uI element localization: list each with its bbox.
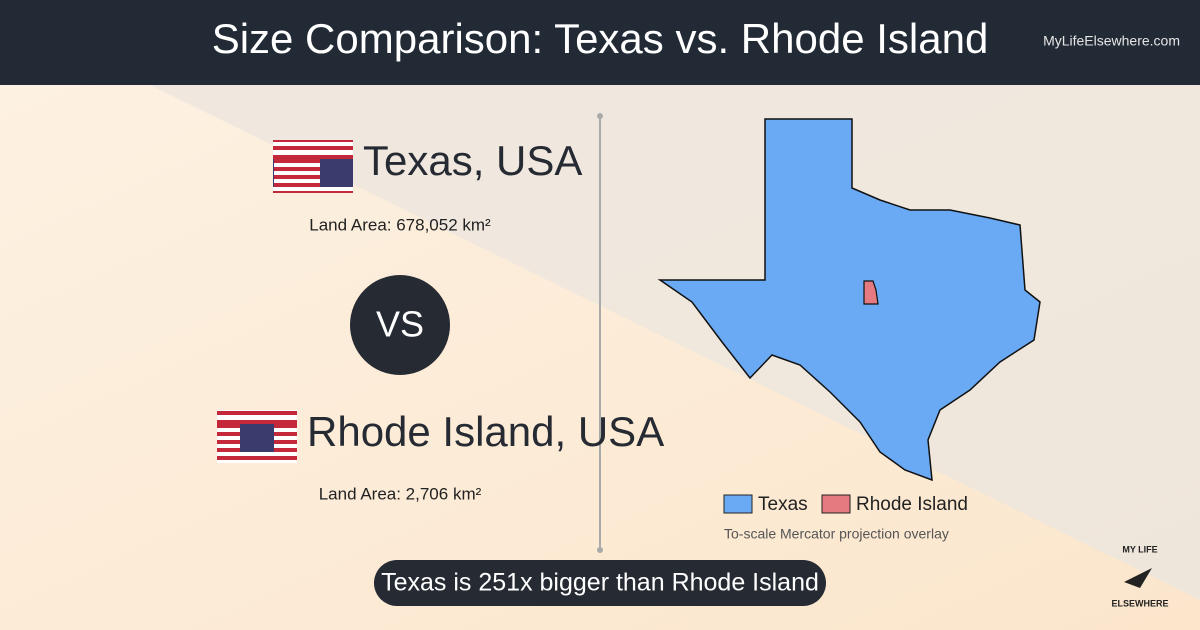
summary-pill (374, 560, 826, 606)
place-name: Texas, USA (363, 137, 582, 184)
logo-text: MY LIFE (1122, 544, 1157, 554)
summary: Texas is 251x bigger than Rhode Island (381, 569, 819, 597)
map-note: To-scale Mercator projection overlay (724, 526, 949, 542)
vs-text: VS (376, 304, 424, 345)
texas-shape (657, 118, 1041, 482)
flag (217, 410, 297, 463)
flag (273, 140, 353, 193)
rhode-island-shape (863, 280, 879, 305)
divider-dot (597, 547, 603, 553)
site-name: MyLifeElsewhere.com (1043, 33, 1180, 49)
land-area: Land Area: 678,052 km² (309, 215, 491, 234)
legend-label: Rhode Island (856, 494, 968, 515)
title: Size Comparison: Texas vs. Rhode Island (212, 15, 989, 62)
vs-badge (350, 275, 450, 375)
header-bar (0, 0, 1200, 85)
legend-label: Texas (758, 494, 808, 515)
place-name: Rhode Island, USA (307, 408, 664, 455)
land-area: Land Area: 2,706 km² (319, 484, 482, 503)
logo-text: ELSEWHERE (1111, 598, 1168, 608)
logo-plane (1124, 568, 1152, 588)
divider-dot (597, 113, 603, 119)
legend-swatch (821, 494, 851, 514)
legend-swatch (723, 494, 753, 514)
